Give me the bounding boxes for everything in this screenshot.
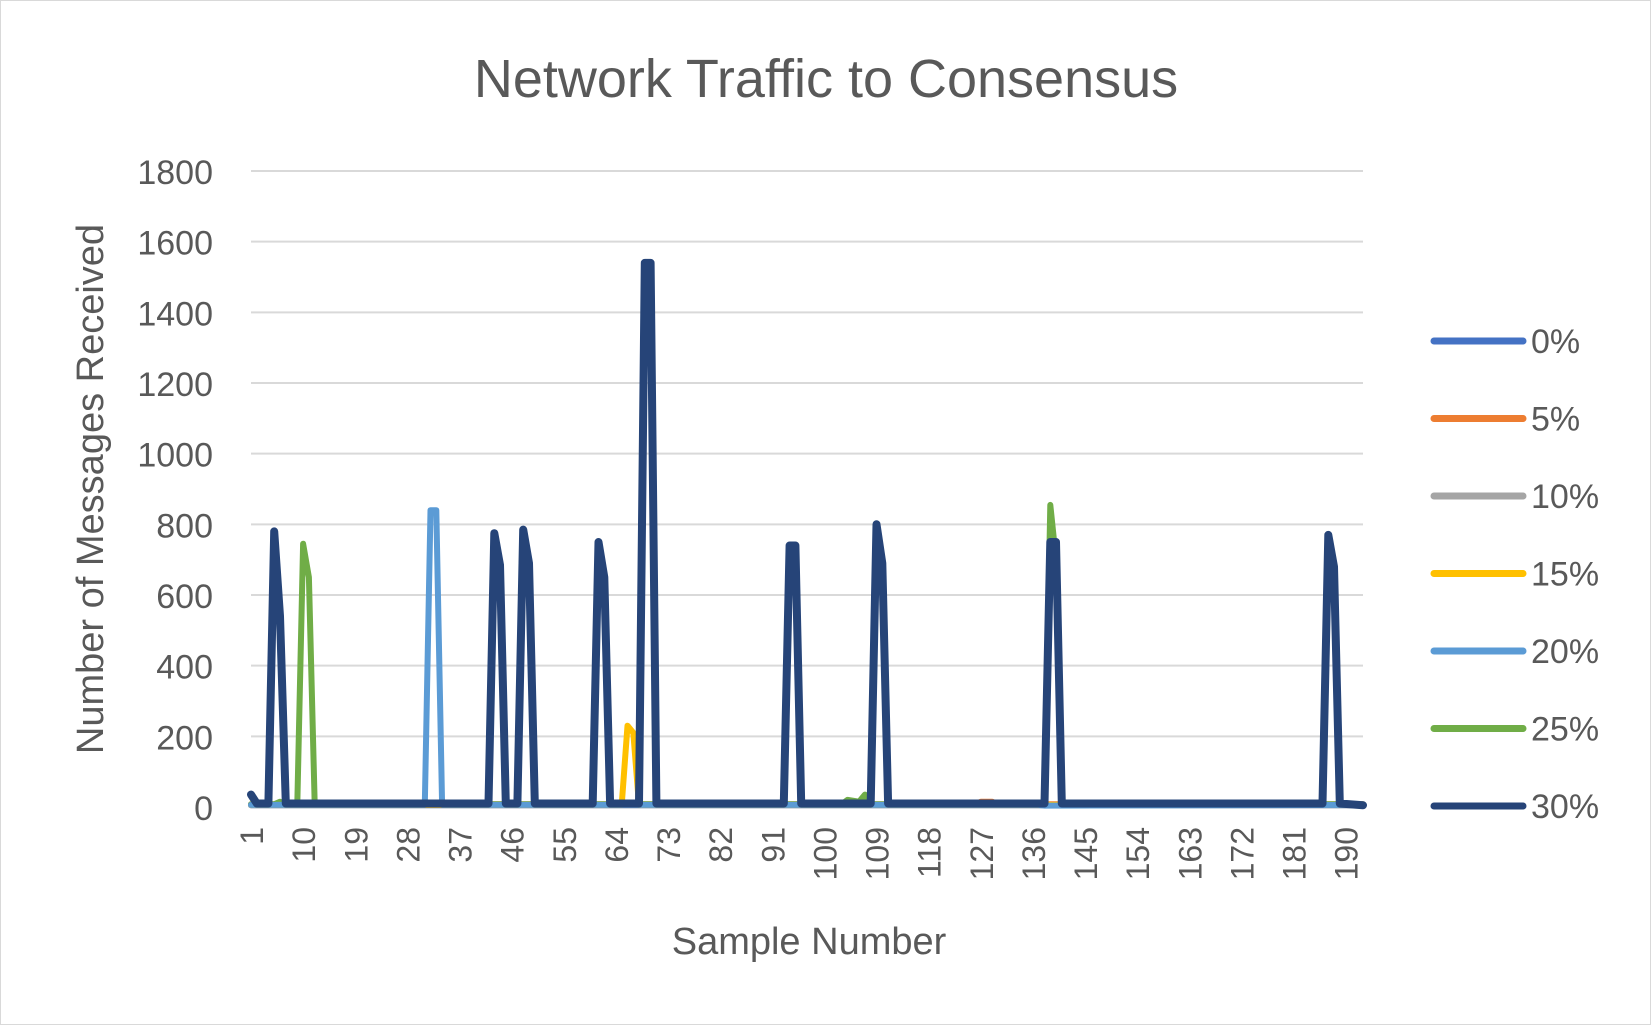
y-axis-tick-labels: 0 200 400 600 800 1000 1200 1400 1600 1800 — [137, 154, 213, 828]
y-tick-label: 0 — [194, 790, 213, 828]
x-tick-label: 73 — [651, 827, 687, 863]
legend-label: 5% — [1531, 401, 1580, 439]
series-line-30pct — [247, 258, 1367, 810]
x-tick-label: 163 — [1172, 827, 1208, 880]
y-tick-label: 400 — [156, 649, 213, 687]
y-tick-label: 800 — [156, 507, 213, 545]
x-tick-label: 181 — [1277, 827, 1313, 880]
x-tick-label: 118 — [912, 827, 948, 878]
x-tick-label: 10 — [286, 827, 322, 863]
x-axis-tick-labels: 1 10 19 28 37 46 55 64 73 82 91 100 109 118 127 136 145 1… — [234, 827, 1365, 880]
legend-label: 20% — [1531, 633, 1599, 671]
x-tick-label: 136 — [1016, 827, 1052, 880]
legend-label: 0% — [1531, 323, 1580, 361]
series-line-25pct — [248, 501, 1366, 808]
legend-label: 10% — [1531, 478, 1599, 516]
y-tick-label: 1800 — [137, 154, 213, 192]
y-tick-label: 1200 — [137, 366, 213, 404]
legend-label: 30% — [1531, 788, 1599, 826]
legend-label: 15% — [1531, 556, 1599, 594]
gridlines — [251, 170, 1363, 808]
y-tick-label: 600 — [156, 578, 213, 616]
x-tick-label: 127 — [964, 827, 1000, 880]
chart-title: Network Traffic to Consensus — [474, 49, 1178, 109]
x-tick-label: 82 — [703, 827, 739, 863]
x-tick-label: 154 — [1120, 827, 1156, 880]
series-lines — [247, 258, 1367, 810]
y-tick-label: 200 — [156, 719, 213, 757]
x-tick-label: 91 — [755, 827, 791, 863]
y-tick-label: 1000 — [137, 437, 213, 475]
x-tick-label: 190 — [1329, 827, 1365, 880]
series-line-20pct — [248, 507, 1366, 809]
x-tick-label: 145 — [1068, 827, 1104, 880]
x-tick-label: 109 — [860, 827, 896, 880]
x-tick-label: 100 — [807, 827, 843, 880]
legend: 0% 5% 10% 15% 20% 25% 30% — [1430, 323, 1599, 826]
x-tick-label: 55 — [547, 827, 583, 863]
x-tick-label: 19 — [338, 827, 374, 863]
y-tick-label: 1400 — [137, 295, 213, 333]
y-tick-label: 1600 — [137, 225, 213, 263]
x-tick-label: 37 — [443, 827, 479, 863]
series-line-15pct — [248, 722, 1366, 808]
x-tick-label: 1 — [234, 827, 270, 845]
x-axis-title: Sample Number — [672, 921, 947, 963]
x-tick-label: 46 — [495, 827, 531, 863]
legend-label: 25% — [1531, 711, 1599, 749]
y-axis-title: Number of Messages Received — [70, 224, 112, 754]
x-tick-label: 64 — [599, 827, 635, 863]
x-tick-label: 28 — [390, 827, 426, 863]
x-tick-label: 172 — [1224, 827, 1260, 880]
